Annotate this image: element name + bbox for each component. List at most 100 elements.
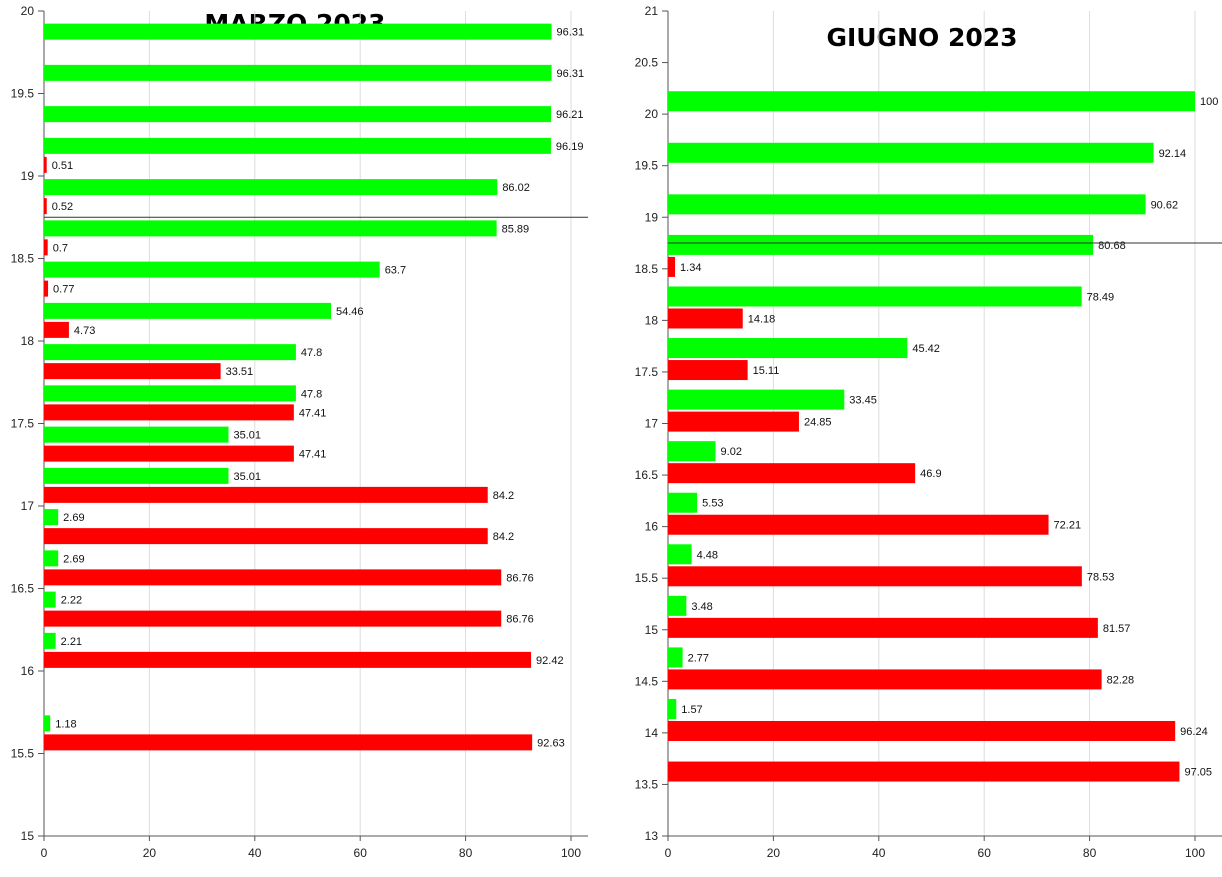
red-bar	[668, 720, 1176, 741]
green-bar	[44, 302, 332, 319]
green-bar-label: 100	[1200, 96, 1218, 108]
green-bar	[668, 389, 845, 410]
red-bar-label: 86.76	[506, 614, 534, 626]
green-bar-label: 9.02	[721, 446, 742, 458]
x-tick-label: 20	[767, 846, 781, 860]
green-bar-label: 96.21	[556, 109, 584, 121]
green-bar-label: 96.19	[556, 141, 584, 153]
red-bar	[44, 528, 488, 545]
green-bar-label: 2.69	[63, 553, 84, 565]
red-bar	[668, 308, 743, 329]
red-bar	[44, 156, 47, 173]
red-bar-label: 86.76	[506, 572, 534, 584]
green-bar-label: 2.77	[688, 652, 709, 664]
green-bar	[668, 91, 1195, 112]
red-bar	[44, 445, 294, 462]
red-bar-label: 0.7	[53, 242, 68, 254]
x-tick-label: 60	[354, 846, 368, 860]
green-bar	[668, 441, 716, 462]
red-bar-label: 84.2	[493, 531, 514, 543]
red-bar	[668, 463, 916, 484]
green-bar	[44, 220, 497, 237]
x-tick-label: 80	[1083, 846, 1097, 860]
y-tick-label: 15.5	[635, 571, 659, 585]
green-bar	[44, 467, 229, 484]
green-bar	[44, 591, 56, 608]
green-bar	[668, 142, 1154, 163]
y-tick-label: 19	[645, 210, 659, 224]
green-bar	[668, 286, 1082, 307]
red-bar-label: 78.53	[1087, 571, 1115, 583]
green-bar	[44, 385, 296, 402]
green-bar	[44, 137, 551, 154]
red-bar	[44, 239, 48, 256]
red-bar-label: 0.52	[52, 201, 73, 213]
green-bar	[44, 106, 552, 123]
y-tick-label: 19.5	[635, 159, 659, 173]
green-bar-label: 92.14	[1159, 148, 1187, 160]
y-tick-label: 17	[645, 417, 659, 431]
y-tick-label: 15	[645, 623, 659, 637]
red-bar-label: 1.34	[680, 262, 701, 274]
green-bar	[668, 338, 908, 359]
green-bar	[668, 234, 1094, 255]
green-bar-label: 45.42	[912, 343, 940, 355]
green-bar-label: 86.02	[502, 182, 530, 194]
green-bar-label: 2.69	[63, 512, 84, 524]
red-bar	[668, 761, 1180, 782]
green-bar-label: 78.49	[1087, 291, 1115, 303]
red-bar	[668, 669, 1102, 690]
x-tick-label: 60	[978, 846, 992, 860]
y-tick-label: 13.5	[635, 777, 659, 791]
green-bar-label: 3.48	[691, 601, 712, 613]
y-tick-label: 18.5	[11, 252, 35, 266]
y-tick-label: 16.5	[635, 468, 659, 482]
y-tick-label: 16	[21, 664, 35, 678]
red-bar	[668, 360, 748, 381]
x-tick-label: 20	[143, 846, 157, 860]
y-tick-label: 17.5	[11, 417, 35, 431]
red-bar	[668, 411, 799, 432]
y-tick-label: 18	[645, 313, 659, 327]
green-bar	[44, 344, 296, 361]
red-bar-label: 15.11	[753, 365, 780, 377]
y-tick-label: 17	[21, 499, 35, 513]
green-bar-label: 1.57	[681, 704, 702, 716]
y-tick-label: 16	[645, 520, 659, 534]
y-tick-label: 20.5	[635, 56, 659, 70]
x-tick-label: 80	[459, 846, 473, 860]
y-tick-label: 14.5	[635, 674, 659, 688]
red-bar	[668, 617, 1098, 638]
y-tick-label: 14	[645, 726, 659, 740]
red-bar	[668, 256, 676, 277]
y-tick-label: 17.5	[635, 365, 659, 379]
y-tick-label: 19	[21, 169, 35, 183]
red-bar-label: 4.73	[74, 325, 95, 337]
red-bar-label: 72.21	[1054, 520, 1082, 532]
red-bar-label: 0.51	[52, 160, 73, 172]
green-bar	[668, 544, 692, 565]
red-bar	[668, 514, 1049, 535]
y-tick-label: 16.5	[11, 582, 35, 596]
green-bar	[668, 194, 1146, 215]
red-bar-label: 92.42	[536, 655, 564, 667]
green-bar	[44, 509, 59, 526]
red-bar	[44, 651, 532, 668]
red-bar-label: 81.57	[1103, 623, 1131, 635]
red-bar-label: 0.77	[53, 284, 74, 296]
green-bar-label: 47.8	[301, 347, 322, 359]
red-bar	[44, 280, 49, 297]
green-bar	[44, 64, 552, 81]
green-bar-label: 85.89	[502, 223, 530, 235]
x-tick-label: 100	[561, 846, 581, 860]
x-tick-label: 0	[665, 846, 672, 860]
green-bar-label: 5.53	[702, 498, 723, 510]
red-bar-label: 82.28	[1107, 674, 1135, 686]
green-bar-label: 2.21	[61, 636, 82, 648]
y-tick-label: 18	[21, 334, 35, 348]
red-bar-label: 96.24	[1180, 726, 1208, 738]
red-bar	[44, 198, 47, 215]
y-tick-label: 18.5	[635, 262, 659, 276]
x-tick-label: 0	[41, 846, 48, 860]
